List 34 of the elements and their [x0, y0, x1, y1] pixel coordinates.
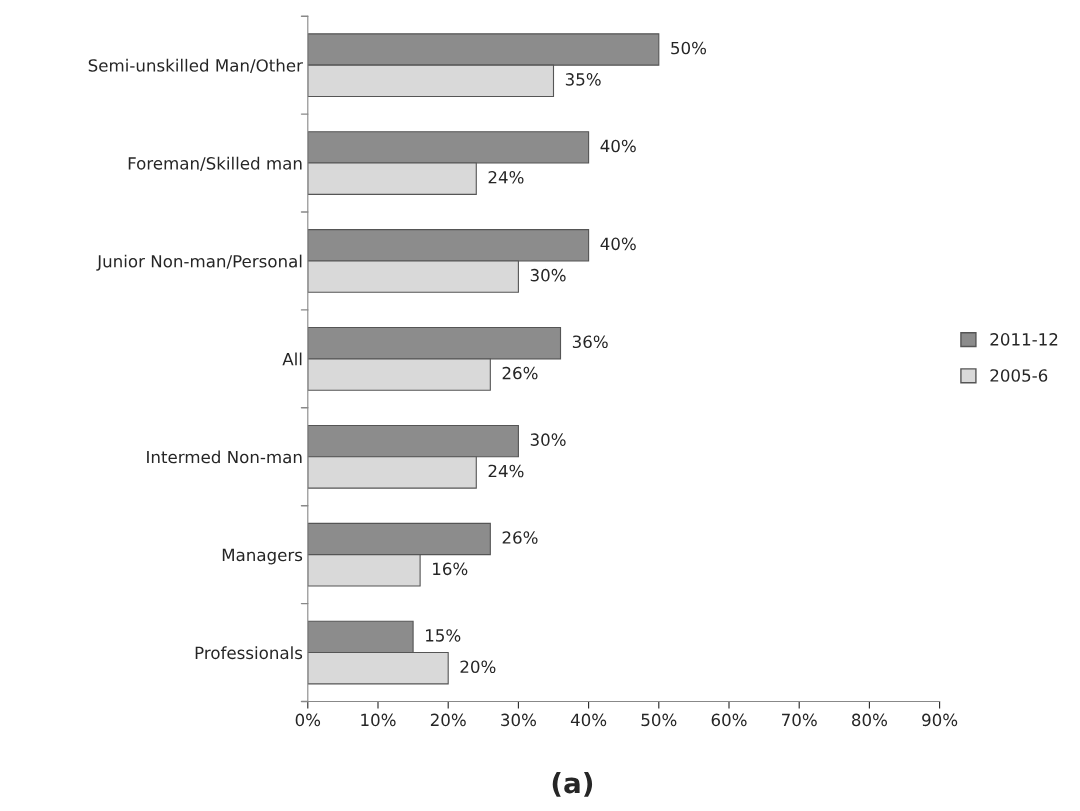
data-label: 36%	[572, 335, 608, 349]
data-label: 26%	[502, 531, 538, 544]
x-tick-label: 80%	[852, 713, 887, 727]
x-tick-label: 0%	[295, 713, 321, 727]
data-label: 20%	[460, 660, 496, 674]
data-label: 24%	[488, 170, 524, 184]
data-label: 30%	[530, 268, 566, 282]
x-tick-label: 50%	[641, 713, 677, 727]
x-tick-label: 20%	[430, 713, 466, 727]
data-label: 15%	[426, 629, 461, 642]
y-tick-label: Junior Non-man/Personal	[96, 254, 302, 271]
y-tick-label: Professionals	[195, 646, 303, 660]
x-tick-label: 10%	[361, 713, 396, 727]
data-label: 40%	[600, 237, 636, 251]
legend-label: 2005-6	[990, 369, 1048, 382]
data-label: 24%	[488, 464, 524, 478]
data-label: 40%	[600, 139, 636, 153]
data-label: 35%	[565, 73, 601, 86]
y-tick-label: Semi-unskilled Man/Other	[88, 58, 303, 74]
data-label: 26%	[502, 366, 538, 380]
x-tick-label: 90%	[922, 713, 958, 727]
y-tick-label: Managers	[222, 548, 303, 565]
data-label: 30%	[530, 433, 566, 446]
y-tick-label: Intermed Non-man	[147, 450, 302, 464]
text: (a)	[552, 771, 593, 797]
y-tick-label: All	[282, 352, 302, 366]
x-tick-label: 30%	[501, 713, 536, 727]
data-label: 16%	[433, 562, 468, 576]
y-tick-label: Foreman/Skilled man	[128, 156, 302, 171]
x-tick-label: 70%	[782, 713, 817, 727]
x-tick-label: 60%	[711, 713, 747, 727]
x-tick-label: 40%	[570, 713, 607, 727]
legend-label: 2011-12	[990, 333, 1058, 346]
data-label: 50%	[671, 41, 707, 55]
